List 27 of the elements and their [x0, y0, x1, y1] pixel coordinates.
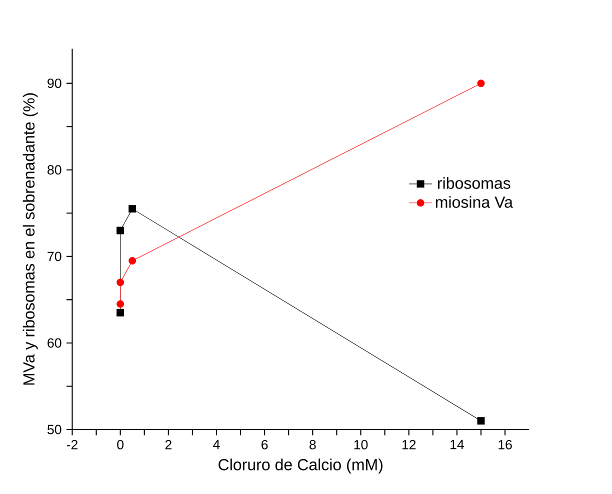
- legend-label: miosina Va: [436, 196, 513, 208]
- point: [116, 278, 124, 286]
- x-tick-label: 14: [450, 440, 464, 450]
- y-tick-label: 60: [48, 338, 62, 348]
- x-tick-label: 0: [117, 440, 124, 450]
- point: [477, 417, 485, 425]
- x-tick-label: 12: [402, 440, 416, 450]
- y-tick-label: 80: [48, 165, 62, 175]
- x-tick-label: 8: [310, 440, 316, 450]
- point: [477, 80, 485, 88]
- x-tick-label: 2: [165, 440, 172, 450]
- y-tick-label: 90: [48, 78, 62, 88]
- x-tick-label: 16: [498, 440, 512, 450]
- point: [128, 205, 136, 212]
- point: [116, 226, 124, 234]
- point: [116, 300, 124, 308]
- x-tick-label: -2: [66, 440, 78, 450]
- y-tick-label: 50: [47, 424, 62, 434]
- point: [128, 256, 136, 264]
- y-axis-title: MVa y ribosomas en el sobrenadante (%): [22, 93, 38, 385]
- y-tick-label: 70: [48, 252, 62, 262]
- x-tick-label: 4: [213, 440, 220, 450]
- x-tick-label: 10: [354, 440, 368, 450]
- legend-label: ribosomas: [438, 177, 510, 189]
- point: [116, 308, 124, 316]
- x-axis-title: Cloruro de Calcio (mM): [218, 458, 382, 474]
- x-tick-label: 6: [262, 440, 268, 450]
